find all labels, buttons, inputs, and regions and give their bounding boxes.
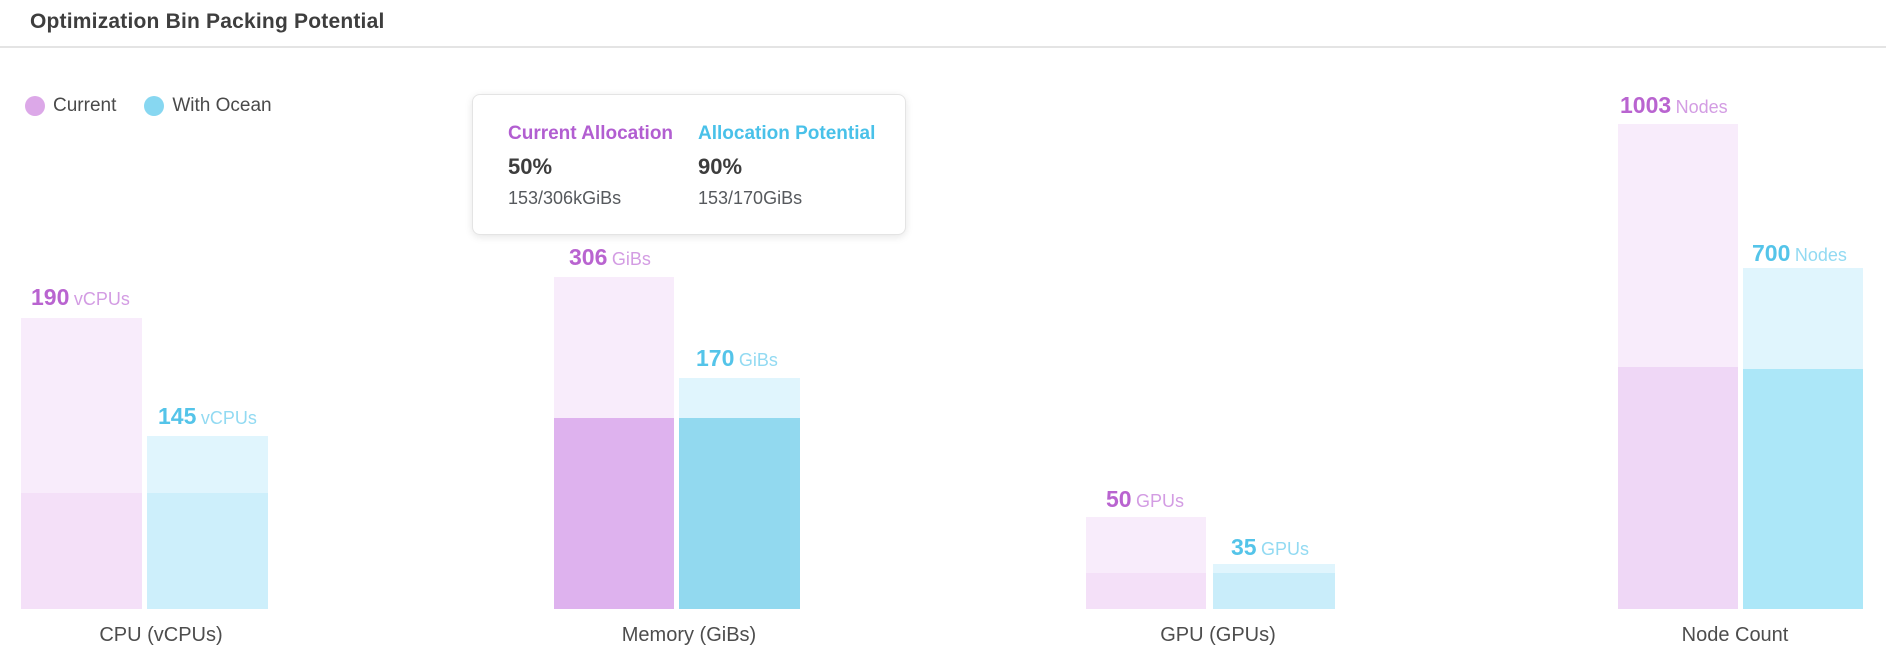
- bar-segment-capacity: [554, 277, 674, 418]
- tooltip-potential-heading: Allocation Potential: [698, 123, 876, 144]
- bar-segment-capacity: [1618, 124, 1738, 367]
- bar-value-label: 35 GPUs: [1231, 534, 1309, 564]
- legend-label-current: Current: [53, 95, 117, 116]
- bar-value-number: 190: [31, 284, 70, 310]
- chart-legend: Current With Ocean: [25, 95, 272, 117]
- bar-value-number: 700: [1752, 240, 1791, 266]
- tooltip-potential-column: Allocation Potential 90% 153/170GiBs: [698, 122, 875, 210]
- bar-value-label: 50 GPUs: [1106, 486, 1184, 516]
- tooltip-current-column: Current Allocation 50% 153/306kGiBs: [508, 122, 673, 210]
- tooltip-current-heading: Current Allocation: [508, 123, 674, 144]
- bar-value-unit: vCPUs: [73, 289, 130, 309]
- bar-value-unit: GiBs: [738, 350, 778, 370]
- bar-value-label: 145 vCPUs: [158, 403, 257, 433]
- bar-segment-capacity: [1213, 564, 1335, 573]
- header-divider: [0, 46, 1886, 48]
- bar-segment-used: [1213, 573, 1335, 609]
- bar-node-ocean[interactable]: [1743, 268, 1863, 609]
- bar-segment-used: [1086, 573, 1206, 609]
- bar-memory-ocean[interactable]: [679, 378, 800, 609]
- bar-value-label: 306 GiBs: [569, 244, 651, 274]
- bar-value-number: 170: [696, 345, 735, 371]
- bar-value-label: 1003 Nodes: [1620, 92, 1728, 122]
- bar-gpu-ocean[interactable]: [1213, 564, 1335, 609]
- bar-segment-used: [147, 493, 268, 609]
- bar-segment-used: [554, 418, 674, 609]
- category-label-memory: Memory (GiBs): [621, 624, 757, 646]
- category-label-gpu: GPU (GPUs): [1160, 624, 1276, 646]
- bar-value-number: 306: [569, 244, 608, 270]
- bar-value-label: 700 Nodes: [1752, 240, 1847, 270]
- bar-value-unit: Nodes: [1794, 245, 1847, 265]
- bar-segment-used: [1618, 367, 1738, 609]
- bar-segment-used: [679, 418, 800, 609]
- bar-memory-current[interactable]: [554, 277, 674, 609]
- bar-value-unit: GiBs: [611, 249, 651, 269]
- bar-node-current[interactable]: [1618, 124, 1738, 609]
- bar-segment-capacity: [679, 378, 800, 418]
- bar-value-number: 35: [1231, 534, 1257, 560]
- bar-segment-capacity: [21, 318, 142, 493]
- bar-segment-capacity: [147, 436, 268, 493]
- current-series-dot-icon: [25, 96, 45, 116]
- chart-tooltip: Current Allocation 50% 153/306kGiBs Allo…: [472, 94, 906, 235]
- tooltip-current-percent: 50%: [508, 154, 553, 179]
- bar-value-unit: GPUs: [1261, 539, 1310, 559]
- bar-segment-capacity: [1743, 268, 1863, 369]
- bar-segment-used: [21, 493, 142, 609]
- bar-value-unit: GPUs: [1136, 491, 1185, 511]
- bar-value-unit: vCPUs: [200, 408, 257, 428]
- legend-label-with-ocean: With Ocean: [172, 95, 272, 116]
- bar-value-number: 50: [1106, 486, 1132, 512]
- category-label-node: Node Count: [1681, 624, 1789, 646]
- bar-cpu-current[interactable]: [21, 318, 142, 609]
- page-title: Optimization Bin Packing Potential: [30, 10, 385, 33]
- bar-gpu-current[interactable]: [1086, 517, 1206, 609]
- ocean-series-dot-icon: [144, 96, 165, 116]
- tooltip-potential-detail: 153/170GiBs: [698, 188, 803, 208]
- bar-cpu-ocean[interactable]: [147, 436, 268, 609]
- tooltip-current-detail: 153/306kGiBs: [508, 188, 622, 208]
- category-label-cpu: CPU (vCPUs): [99, 624, 223, 646]
- tooltip-potential-percent: 90%: [698, 154, 743, 179]
- bar-value-unit: Nodes: [1675, 97, 1728, 117]
- bar-segment-capacity: [1086, 517, 1206, 573]
- bar-value-label: 170 GiBs: [696, 345, 778, 375]
- bar-segment-used: [1743, 369, 1863, 609]
- bar-value-label: 190 vCPUs: [31, 284, 130, 314]
- bar-value-number: 145: [158, 403, 197, 429]
- legend-item-with-ocean[interactable]: With Ocean: [144, 95, 272, 117]
- legend-item-current[interactable]: Current: [25, 95, 116, 117]
- bar-value-number: 1003: [1620, 92, 1672, 118]
